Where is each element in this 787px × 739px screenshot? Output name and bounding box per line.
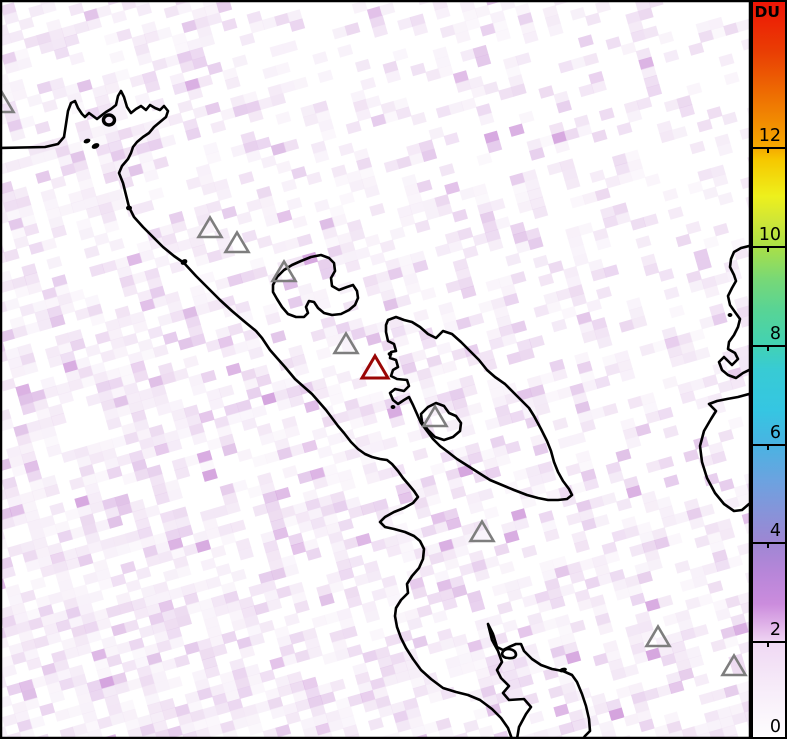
- islet: [83, 138, 91, 144]
- colorbar-tick-line: [753, 542, 785, 544]
- island-caldera-lake: [419, 401, 463, 442]
- coast-islet: [559, 667, 567, 673]
- colorbar-tick-line: [753, 345, 785, 347]
- volcano-marker: [421, 403, 449, 428]
- colorbar-minor-tick: [767, 544, 769, 548]
- colorbar-minor-tick: [767, 149, 769, 153]
- volcano-marker-active: [359, 353, 391, 380]
- volcano-marker: [332, 330, 360, 355]
- coast-islet: [727, 313, 733, 317]
- so2-map-canvas: [0, 0, 751, 739]
- volcano-marker-layer: [2, 89, 748, 677]
- colorbar-minor-tick: [767, 446, 769, 450]
- colorbar-tick-line: [753, 641, 785, 643]
- colorbar: 12 10 8 6 4 2 0 DU: [751, 0, 787, 739]
- colorbar-tick-label: 8: [769, 324, 781, 344]
- volcano-marker: [270, 258, 298, 283]
- colorbar-tick-label: 0: [769, 717, 781, 737]
- volcano-marker: [2, 89, 16, 114]
- colorbar-minor-tick: [767, 347, 769, 351]
- colorbar-tick-label: 6: [769, 423, 781, 443]
- mainland-diagonal-coast: [2, 89, 513, 737]
- large-island: [384, 315, 574, 502]
- cape-lagoon: [500, 647, 518, 660]
- colorbar-tick-line: [753, 246, 785, 248]
- colorbar-minor-tick: [767, 248, 769, 252]
- north-island: [271, 253, 360, 319]
- east-coast-bay: [698, 392, 749, 513]
- peninsula-lake: [101, 113, 117, 127]
- islet: [91, 143, 100, 149]
- colorbar-minor-tick: [767, 643, 769, 647]
- map-frame: [0, 0, 751, 739]
- colorbar-tick-label: 4: [769, 521, 781, 541]
- volcano-marker: [196, 214, 224, 239]
- coast-islet: [390, 405, 396, 409]
- coast-islet: [126, 205, 132, 211]
- colorbar-tick-label: 2: [769, 620, 781, 640]
- volcano-marker: [644, 623, 672, 648]
- volcano-marker: [468, 518, 496, 543]
- colorbar-tick-label: 10: [758, 225, 781, 245]
- coastline-layer: [2, 89, 749, 737]
- colorbar-tick-label: 12: [758, 126, 781, 146]
- map-panel: [0, 0, 751, 739]
- coast-islet: [387, 352, 393, 356]
- colorbar-unit-label: DU: [754, 3, 780, 21]
- colorbar-tick-line: [753, 444, 785, 446]
- colorbar-gradient: [753, 2, 785, 737]
- coast-islet: [180, 259, 188, 265]
- volcano-marker: [720, 652, 748, 677]
- colorbar-tick-line: [753, 147, 785, 149]
- east-coast-upper: [717, 244, 749, 380]
- volcano-marker: [223, 229, 251, 254]
